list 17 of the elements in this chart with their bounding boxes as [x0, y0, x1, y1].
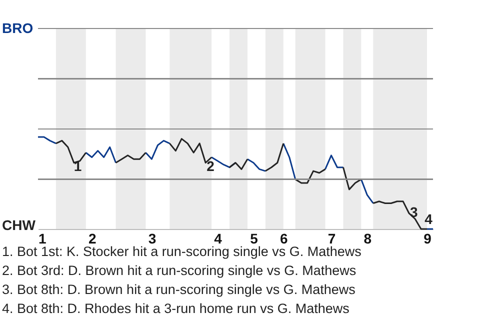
- text: 4. Bot 8th: D. Rhodes hit a 3-run home run vs G. Mathews: [2, 301, 350, 316]
- x-tick-label: 9: [424, 230, 432, 246]
- text: 2. Bot 3rd: D. Brown hit a run-scoring single vs G. Mathews: [2, 263, 356, 278]
- x-tick-label: 1: [38, 230, 46, 246]
- text: CHW: [2, 217, 36, 233]
- x-tick-label: 5: [250, 230, 258, 246]
- x-tick-label: 6: [280, 230, 288, 246]
- x-tick-label: 3: [148, 230, 156, 246]
- x-tick-label: 2: [88, 230, 96, 246]
- text: 3. Bot 8th: D. Brown hit a run-scoring single vs G. Mathews: [2, 282, 356, 297]
- annotation: 2: [206, 158, 214, 174]
- x-tick-label: 7: [328, 230, 336, 246]
- x-tick-label: 8: [364, 230, 372, 246]
- text: 1. Bot 1st: K. Stocker hit a run-scoring single vs G. Mathews: [2, 244, 362, 259]
- text: BRO: [2, 20, 34, 36]
- annotation: 4: [424, 211, 432, 227]
- x-tick-label: 4: [214, 230, 222, 246]
